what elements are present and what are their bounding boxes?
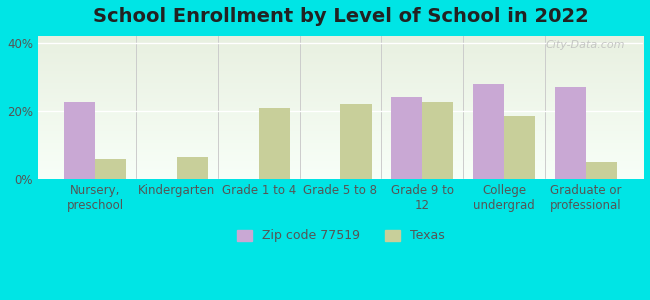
Text: City-Data.com: City-Data.com xyxy=(545,40,625,50)
Title: School Enrollment by Level of School in 2022: School Enrollment by Level of School in … xyxy=(92,7,588,26)
Bar xyxy=(177,157,208,179)
Legend: Zip code 77519, Texas: Zip code 77519, Texas xyxy=(231,224,449,248)
Bar xyxy=(391,97,423,179)
Bar xyxy=(64,102,95,179)
Bar xyxy=(504,116,535,179)
Bar xyxy=(586,162,617,179)
Bar xyxy=(341,104,372,179)
Bar xyxy=(259,107,290,179)
Bar xyxy=(554,87,586,179)
Bar xyxy=(473,84,504,179)
Bar xyxy=(422,102,453,179)
Bar xyxy=(95,159,126,179)
